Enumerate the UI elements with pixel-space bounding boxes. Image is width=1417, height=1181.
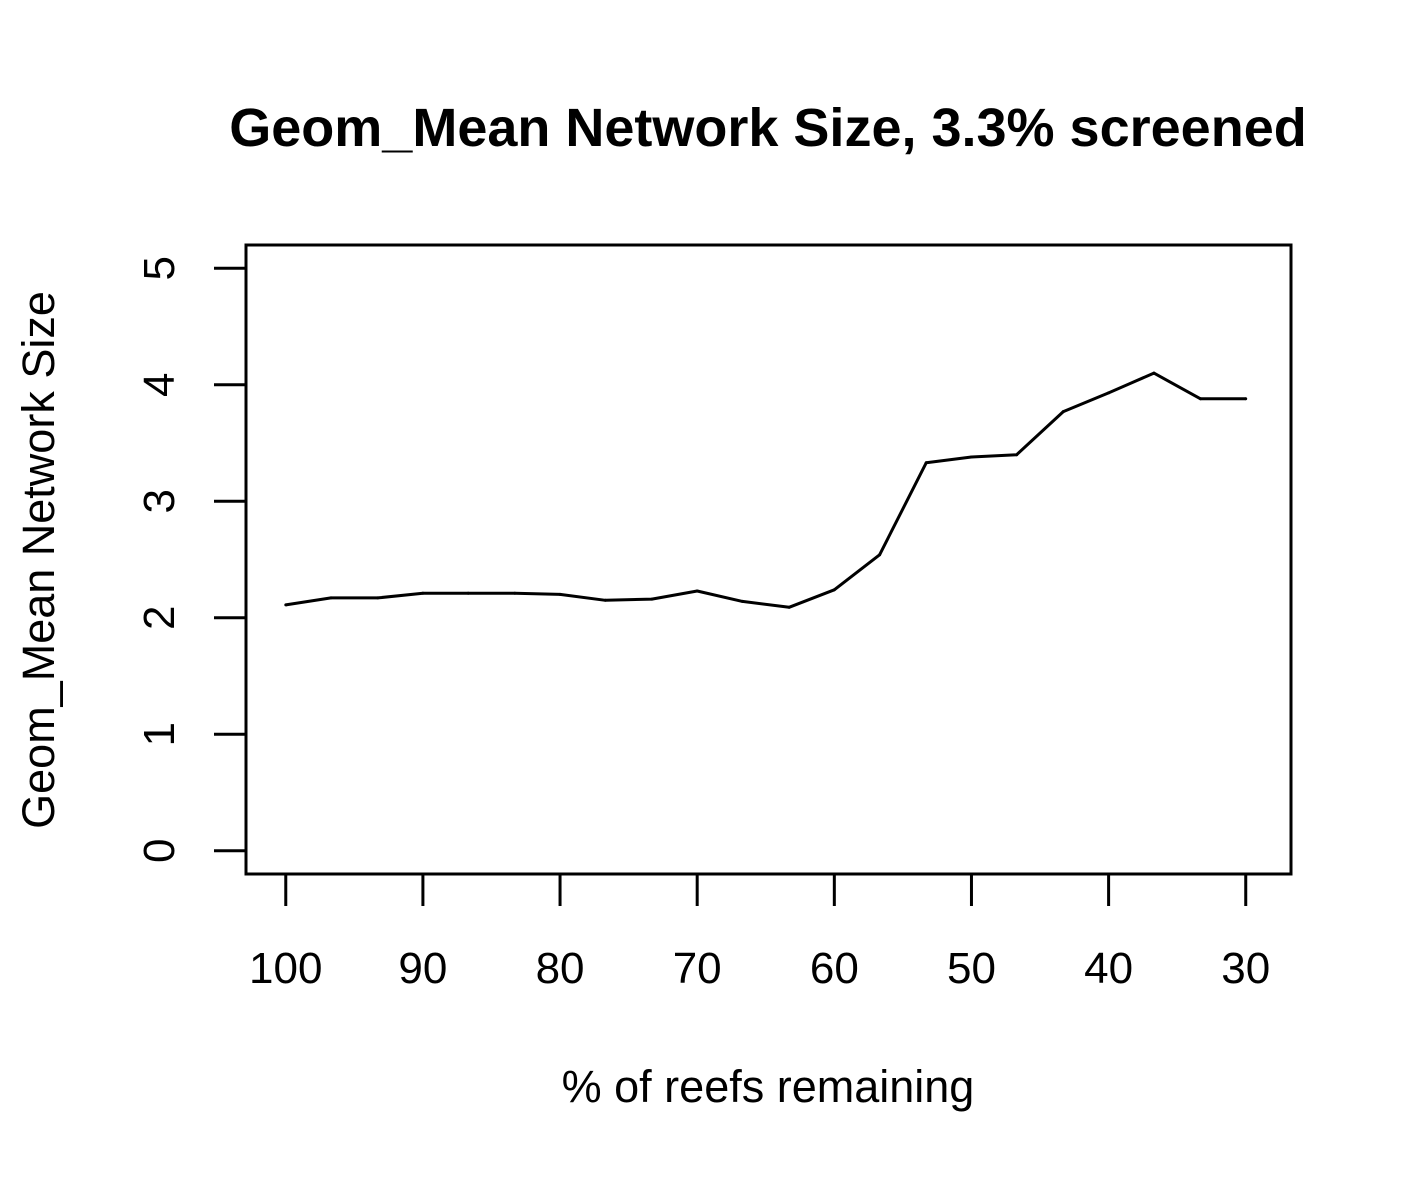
data-point xyxy=(329,596,333,600)
data-point xyxy=(1152,371,1156,375)
x-tick-label: 70 xyxy=(673,944,722,993)
x-tick-label: 50 xyxy=(947,944,996,993)
data-point xyxy=(832,588,836,592)
data-point xyxy=(924,461,928,465)
data-point xyxy=(695,589,699,593)
y-tick-label: 0 xyxy=(135,838,184,862)
y-axis-label: Geom_Mean Network Size xyxy=(13,291,64,829)
data-point xyxy=(421,591,425,595)
x-axis: 100 90 80 70 60 50 40 30 xyxy=(249,874,1270,993)
series-points xyxy=(284,371,1248,609)
x-tick-label: 100 xyxy=(249,944,322,993)
x-tick-label: 40 xyxy=(1084,944,1133,993)
x-tick-label: 90 xyxy=(398,944,447,993)
data-point xyxy=(376,596,380,600)
data-point xyxy=(466,591,470,595)
data-point xyxy=(603,598,607,602)
y-tick-label: 3 xyxy=(135,489,184,513)
y-tick-label: 4 xyxy=(135,373,184,397)
data-point xyxy=(1107,391,1111,395)
y-tick-label: 5 xyxy=(135,256,184,280)
y-tick-label: 2 xyxy=(135,605,184,629)
x-tick-label: 80 xyxy=(536,944,585,993)
series-line xyxy=(285,371,1246,609)
x-tick-label: 60 xyxy=(810,944,859,993)
data-point xyxy=(1061,410,1065,414)
plot-frame xyxy=(244,243,1293,876)
data-point xyxy=(1015,453,1019,457)
data-point xyxy=(970,455,973,459)
data-point xyxy=(878,553,882,557)
data-point xyxy=(1244,397,1248,401)
data-point xyxy=(650,597,654,601)
y-axis: 0 1 2 3 4 5 xyxy=(135,256,246,863)
x-axis-label: % of reefs remaining xyxy=(562,1061,975,1112)
data-point xyxy=(787,605,791,609)
data-point xyxy=(558,592,562,596)
data-point xyxy=(513,591,517,595)
y-tick-label: 1 xyxy=(135,722,184,746)
data-point xyxy=(1199,397,1202,401)
data-point xyxy=(284,603,288,607)
x-tick-label: 30 xyxy=(1221,944,1270,993)
data-point xyxy=(740,599,744,603)
chart-title: Geom_Mean Network Size, 3.3% screened xyxy=(229,98,1306,158)
